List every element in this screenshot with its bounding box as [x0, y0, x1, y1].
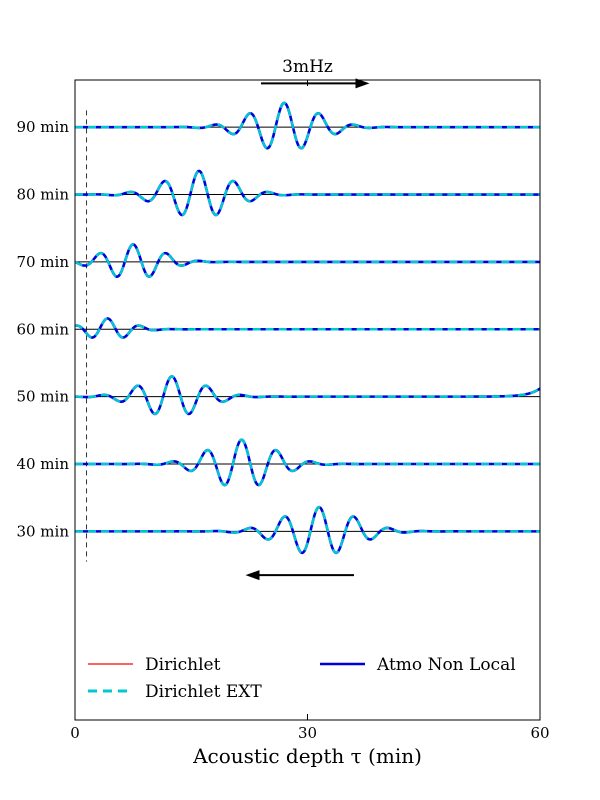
y-tick-label: 40 min	[16, 455, 69, 473]
plot-frame	[74, 79, 541, 721]
x-ticks-group: 0 30 60	[70, 80, 550, 742]
chart-title: 3mHz	[282, 57, 333, 77]
series-dirichlet-ext	[75, 438, 540, 487]
series-atmo-non-local	[75, 169, 540, 217]
arrow-head	[245, 570, 260, 581]
legend: Dirichlet Atmo Non Local Dirichlet EXT	[88, 655, 516, 702]
series-atmo-non-local	[74, 243, 540, 278]
arrow-head	[355, 78, 370, 89]
y-tick-label: 90 min	[16, 118, 69, 136]
series-atmo-non-local	[75, 101, 540, 150]
series-group	[74, 101, 541, 555]
x-tick-label: 30	[298, 724, 317, 742]
legend-label-dirichlet-ext: Dirichlet EXT	[145, 682, 262, 702]
y-tick-label: 60 min	[16, 320, 69, 338]
series-dirichlet-ext	[74, 243, 540, 278]
y-tick-label: 50 min	[16, 388, 69, 406]
legend-label-atmo-non-local: Atmo Non Local	[376, 655, 516, 675]
series-dirichlet-ext	[74, 317, 540, 339]
x-tick-label: 60	[530, 724, 549, 742]
y-tick-label: 70 min	[16, 253, 69, 271]
y-tick-label: 30 min	[16, 522, 69, 540]
y-tick-label: 80 min	[16, 186, 69, 204]
series-dirichlet-ext	[75, 101, 540, 150]
x-axis-label: Acoustic depth τ (min)	[192, 744, 422, 768]
series-atmo-non-local	[74, 375, 541, 416]
series-atmo-non-local	[74, 317, 540, 339]
arrows-group	[245, 78, 370, 581]
series-dirichlet-ext	[75, 169, 540, 217]
series-dirichlet-ext	[74, 375, 541, 416]
legend-label-dirichlet: Dirichlet	[145, 655, 221, 675]
x-tick-label: 0	[70, 724, 80, 742]
series-dirichlet-ext	[75, 505, 540, 555]
y-ticks-group: 90 min 80 min 70 min 60 min 50 min 40 min 30 m…	[16, 118, 69, 540]
